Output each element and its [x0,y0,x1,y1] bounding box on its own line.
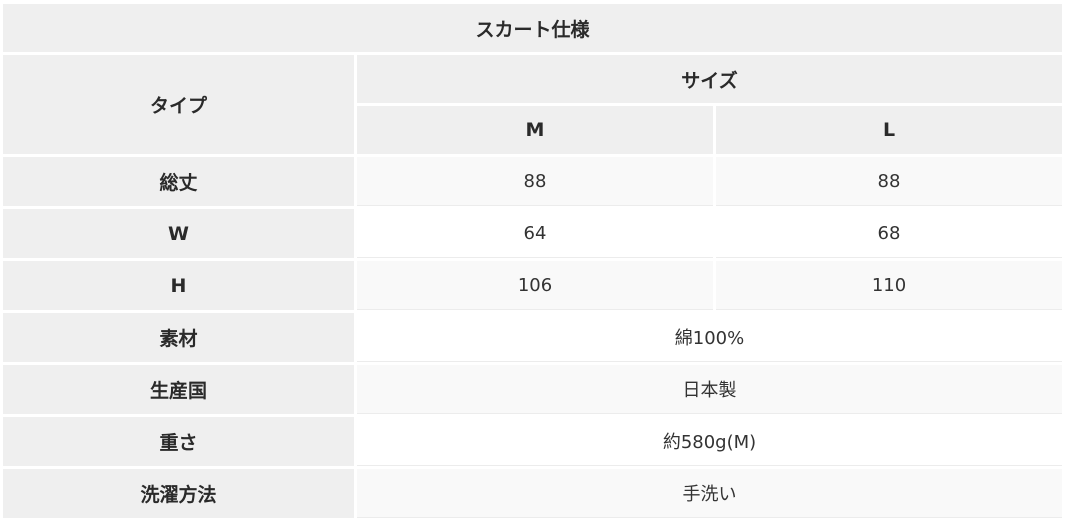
cell-m: 106 [357,261,713,310]
row-label: 洗濯方法 [3,469,354,518]
row-label: W [3,209,354,258]
size-l-header: L [716,106,1063,154]
table-row: 総丈 88 88 [3,157,1063,206]
row-label: 生産国 [3,365,354,414]
type-header: タイプ [3,55,354,154]
cell-value: 手洗い [357,469,1063,518]
row-label: 重さ [3,417,354,466]
table-row: W 64 68 [3,209,1063,258]
row-label: 総丈 [3,157,354,206]
cell-l: 68 [716,209,1063,258]
cell-value: 日本製 [357,365,1063,414]
table-row: 重さ 約580g(M) [3,417,1063,466]
cell-value: 約580g(M) [357,417,1063,466]
row-label: H [3,261,354,310]
table-title: スカート仕様 [3,4,1063,52]
cell-m: 88 [357,157,713,206]
table-row: 素材 綿100% [3,313,1063,362]
table-row: 洗濯方法 手洗い [3,469,1063,518]
cell-l: 88 [716,157,1063,206]
cell-value: 綿100% [357,313,1063,362]
size-m-header: M [357,106,713,154]
cell-l: 110 [716,261,1063,310]
table-row: H 106 110 [3,261,1063,310]
cell-m: 64 [357,209,713,258]
size-header: サイズ [357,55,1063,103]
row-label: 素材 [3,313,354,362]
table-row: 生産国 日本製 [3,365,1063,414]
